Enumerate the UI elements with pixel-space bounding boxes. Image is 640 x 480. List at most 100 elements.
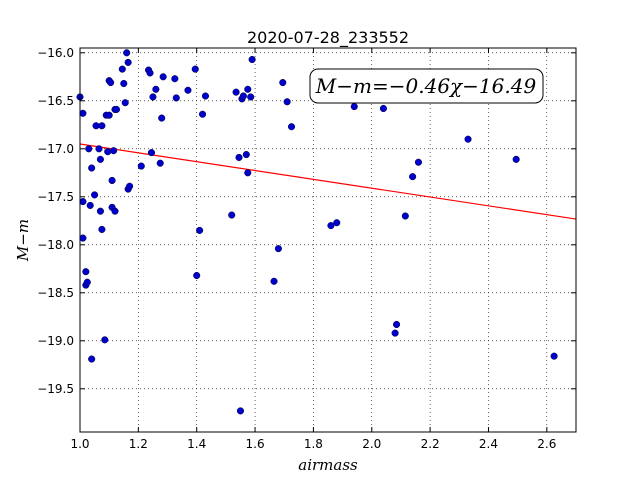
data-point bbox=[85, 145, 93, 153]
data-point bbox=[193, 271, 201, 280]
data-point bbox=[239, 92, 247, 100]
data-point bbox=[88, 164, 96, 172]
data-point bbox=[244, 169, 252, 177]
data-point bbox=[391, 329, 399, 337]
data-point bbox=[111, 207, 119, 215]
plot-frame bbox=[79, 47, 577, 433]
data-point bbox=[159, 73, 167, 81]
x-tick-label: 2.2 bbox=[421, 437, 440, 451]
data-point bbox=[110, 147, 118, 155]
data-point bbox=[123, 49, 131, 57]
data-point bbox=[287, 123, 296, 131]
data-point bbox=[409, 173, 417, 181]
data-point bbox=[83, 278, 91, 286]
fit-line-group bbox=[79, 143, 577, 220]
data-point bbox=[393, 320, 401, 329]
data-point bbox=[333, 219, 341, 227]
data-point bbox=[152, 85, 160, 93]
fit-line bbox=[79, 143, 577, 220]
data-point bbox=[79, 109, 87, 117]
chart-title: 2020-07-28_233552 bbox=[247, 28, 409, 48]
fit-annotation: M−m=−0.46χ−16.49 bbox=[309, 68, 544, 104]
data-point bbox=[401, 212, 409, 220]
annotation-text: M−m=−0.46χ−16.49 bbox=[315, 74, 537, 98]
data-point bbox=[270, 277, 278, 285]
data-point bbox=[248, 55, 256, 64]
data-point bbox=[247, 93, 255, 101]
annotation-box bbox=[309, 68, 544, 104]
data-point bbox=[79, 198, 87, 206]
data-point bbox=[88, 355, 96, 363]
y-tick-label: −19.0 bbox=[37, 334, 74, 348]
data-point bbox=[327, 222, 335, 230]
data-point bbox=[101, 336, 109, 344]
data-point bbox=[236, 407, 245, 415]
data-point bbox=[82, 268, 90, 276]
data-point bbox=[283, 98, 291, 106]
data-points bbox=[76, 49, 558, 415]
data-point bbox=[228, 211, 236, 219]
data-point bbox=[232, 88, 240, 96]
data-point bbox=[196, 226, 204, 234]
data-point bbox=[379, 104, 387, 113]
x-axis-ticks: 1.0 1.2 1.4 1.6 1.8 2.0 2.2 2.4 2.6 bbox=[70, 48, 556, 451]
data-point bbox=[96, 155, 104, 163]
data-point bbox=[120, 79, 128, 88]
data-point bbox=[512, 155, 520, 163]
data-point bbox=[149, 93, 157, 101]
x-tick-label: 1.2 bbox=[129, 437, 148, 451]
data-point bbox=[137, 162, 145, 170]
data-point bbox=[86, 201, 94, 209]
grid-lines bbox=[80, 48, 576, 432]
data-point bbox=[156, 159, 164, 167]
data-point bbox=[464, 135, 472, 143]
data-point bbox=[158, 114, 166, 122]
y-axis-ticks: −16.0 −16.5 −17.0 −17.5 −18.0 −18.5 −19.0 −19.5 bbox=[37, 46, 576, 396]
x-tick-label: 1.6 bbox=[246, 437, 265, 451]
data-point bbox=[350, 103, 358, 111]
data-point bbox=[244, 85, 252, 93]
data-point bbox=[96, 207, 104, 215]
data-point bbox=[105, 111, 113, 119]
x-tick-label: 2.4 bbox=[479, 437, 498, 451]
data-point bbox=[191, 65, 199, 73]
x-tick-label: 1.4 bbox=[187, 437, 206, 451]
data-point bbox=[118, 65, 126, 73]
y-tick-label: −19.5 bbox=[37, 382, 74, 396]
data-point bbox=[124, 58, 132, 66]
data-point bbox=[104, 148, 112, 156]
x-tick-label: 2.6 bbox=[537, 437, 556, 451]
data-point bbox=[95, 145, 103, 153]
data-point bbox=[108, 176, 116, 185]
data-point bbox=[172, 94, 180, 102]
y-tick-label: −18.0 bbox=[37, 238, 74, 252]
data-point bbox=[198, 110, 207, 118]
data-point bbox=[171, 75, 179, 83]
data-point bbox=[201, 92, 210, 100]
data-point bbox=[147, 149, 156, 157]
x-tick-label: 1.0 bbox=[70, 437, 89, 451]
data-point bbox=[107, 79, 115, 87]
data-point bbox=[414, 158, 422, 166]
x-axis-label: airmass bbox=[298, 456, 358, 474]
data-point bbox=[79, 234, 87, 242]
y-tick-label: −18.5 bbox=[37, 286, 74, 300]
y-tick-label: −17.5 bbox=[37, 190, 74, 204]
x-tick-label: 1.8 bbox=[304, 437, 323, 451]
y-tick-label: −16.0 bbox=[37, 46, 74, 60]
y-axis-label: M−m bbox=[14, 219, 32, 262]
data-point bbox=[112, 105, 121, 113]
data-point bbox=[184, 86, 192, 94]
data-point bbox=[550, 352, 558, 360]
data-point bbox=[121, 99, 129, 107]
x-tick-label: 2.0 bbox=[362, 437, 381, 451]
data-point bbox=[98, 122, 106, 130]
data-point bbox=[242, 151, 250, 159]
y-tick-label: −17.0 bbox=[37, 142, 74, 156]
data-point bbox=[126, 182, 134, 190]
data-point bbox=[279, 79, 287, 87]
y-tick-label: −16.5 bbox=[37, 94, 74, 108]
data-point bbox=[98, 225, 106, 233]
data-point bbox=[91, 191, 99, 199]
